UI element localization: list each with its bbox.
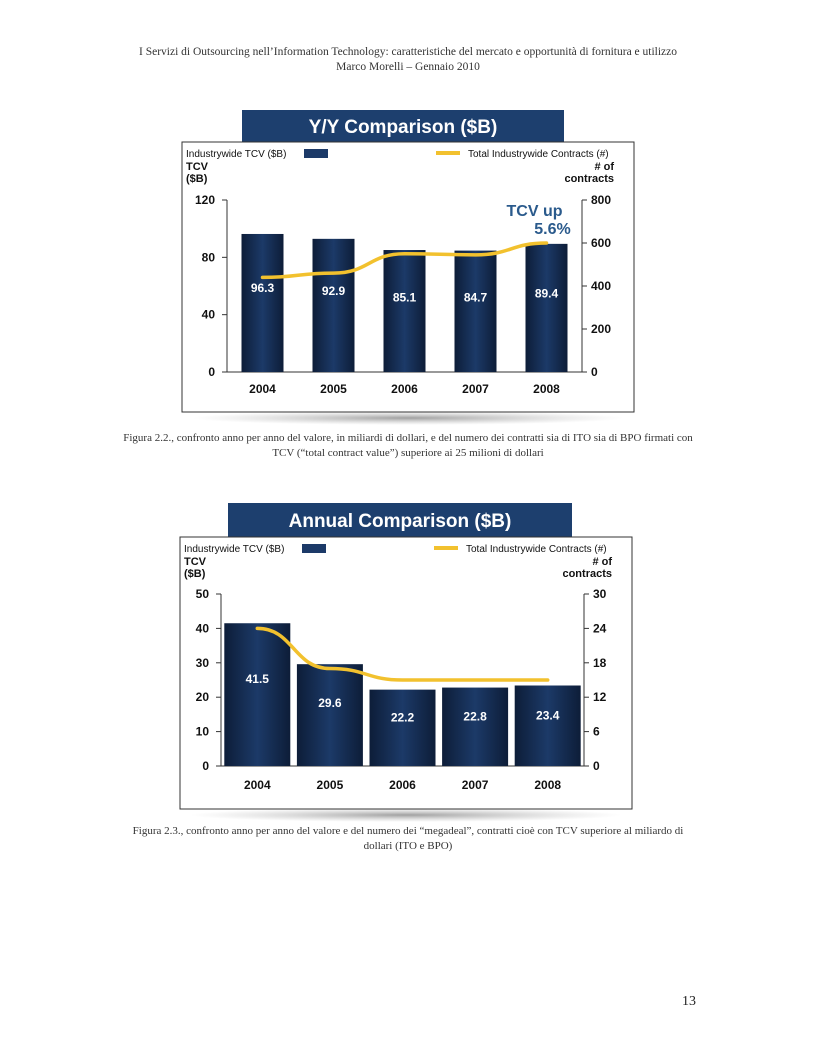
bar-2004 <box>241 233 284 372</box>
y-axis-left-title: TCV <box>184 556 207 568</box>
y-tick-label-right: 0 <box>591 365 598 379</box>
tcv-annotation: 5.6% <box>534 221 570 238</box>
bar-value-label: 41.5 <box>246 672 270 686</box>
y-axis-left-title: TCV <box>186 161 209 173</box>
header-title: I Servizi di Outsourcing nell’Informatio… <box>138 46 678 58</box>
y-tick-label-right: 0 <box>593 759 600 773</box>
y-tick-label-right: 6 <box>593 725 600 739</box>
bar-value-label: 96.3 <box>251 281 275 295</box>
legend-bar-label: Industrywide TCV ($B) <box>186 149 286 160</box>
bar-2006 <box>369 689 436 766</box>
bar-2007 <box>442 687 509 766</box>
y-tick-label-left: 120 <box>195 193 215 207</box>
x-tick-label: 2004 <box>244 778 271 792</box>
header-author: Marco Morelli – Gennaio 2010 <box>336 61 480 73</box>
x-tick-label: 2008 <box>534 778 561 792</box>
contracts-line <box>260 241 549 280</box>
bar-2004 <box>224 623 291 766</box>
bar-2006 <box>383 250 426 372</box>
y-tick-label-right: 600 <box>591 236 611 250</box>
legend-line-label: Total Industrywide Contracts (#) <box>466 544 607 555</box>
legend-bar-swatch <box>304 149 328 158</box>
x-tick-label: 2006 <box>389 778 416 792</box>
legend-line-label: Total Industrywide Contracts (#) <box>468 149 609 160</box>
bar-value-label: 23.4 <box>536 708 560 722</box>
legend-bar-label: Industrywide TCV ($B) <box>184 544 284 555</box>
bar-2005 <box>296 664 363 766</box>
x-tick-label: 2005 <box>317 778 344 792</box>
y-tick-label-left: 30 <box>196 656 210 670</box>
bar-2005 <box>312 238 355 372</box>
x-tick-label: 2004 <box>249 382 276 396</box>
y-axis-right-title: # of <box>592 556 612 568</box>
contracts-line <box>255 626 550 682</box>
x-tick-label: 2007 <box>462 778 489 792</box>
y-axis-left-title: ($B) <box>186 173 208 185</box>
bar-value-label: 22.2 <box>391 711 415 725</box>
figure-2-3-caption: Figura 2.3., confronto anno per anno del… <box>132 825 684 852</box>
chart-title: Annual Comparison ($B) <box>289 511 512 532</box>
chart-shadow <box>190 808 622 822</box>
bar-value-label: 29.6 <box>318 696 342 710</box>
x-tick-label: 2008 <box>533 382 560 396</box>
y-tick-label-left: 0 <box>202 759 209 773</box>
y-axis-right-title: contracts <box>562 568 612 580</box>
tcv-annotation: TCV up <box>507 203 563 220</box>
bar-2008 <box>525 243 568 372</box>
y-axis-left-title: ($B) <box>184 568 206 580</box>
bar-2007 <box>454 250 497 372</box>
chart-title: Y/Y Comparison ($B) <box>309 117 498 138</box>
chart-title-banner <box>228 503 572 537</box>
y-tick-label-left: 80 <box>202 250 216 264</box>
figure-2-2-caption: Figura 2.2., confronto anno per anno del… <box>123 432 693 459</box>
running-header: I Servizi di Outsourcing nell’Informatio… <box>0 45 816 75</box>
y-tick-label-left: 40 <box>196 621 210 635</box>
x-tick-label: 2006 <box>391 382 418 396</box>
y-tick-label-right: 200 <box>591 322 611 336</box>
bar-value-label: 22.8 <box>463 710 487 724</box>
chart-annual-comparison: Annual Comparison ($B) Industrywide TCV (… <box>179 503 633 822</box>
bar-2008 <box>514 685 581 766</box>
y-tick-label-left: 20 <box>196 690 210 704</box>
chart-yy-comparison: Y/Y Comparison ($B) Industrywide TCV ($B)… <box>181 110 635 425</box>
x-tick-label: 2007 <box>462 382 489 396</box>
page-number: 13 <box>682 994 696 1009</box>
bar-value-label: 89.4 <box>535 287 559 301</box>
bar-value-label: 85.1 <box>393 290 417 304</box>
y-tick-label-right: 400 <box>591 279 611 293</box>
legend-bar-swatch <box>302 544 326 553</box>
y-tick-label-right: 24 <box>593 621 607 635</box>
y-tick-label-right: 30 <box>593 587 607 601</box>
bar-value-label: 92.9 <box>322 284 346 298</box>
y-tick-label-right: 12 <box>593 690 607 704</box>
y-tick-label-left: 0 <box>208 365 215 379</box>
y-axis-right-title: contracts <box>564 173 614 185</box>
chart-title-banner <box>242 110 564 142</box>
y-tick-label-right: 18 <box>593 656 607 670</box>
chart-shadow <box>192 411 624 425</box>
y-tick-label-left: 40 <box>202 308 216 322</box>
y-axis-right-title: # of <box>594 161 614 173</box>
y-tick-label-left: 50 <box>196 587 210 601</box>
y-tick-label-left: 10 <box>196 725 210 739</box>
y-tick-label-right: 800 <box>591 193 611 207</box>
bar-value-label: 84.7 <box>464 291 488 305</box>
x-tick-label: 2005 <box>320 382 347 396</box>
